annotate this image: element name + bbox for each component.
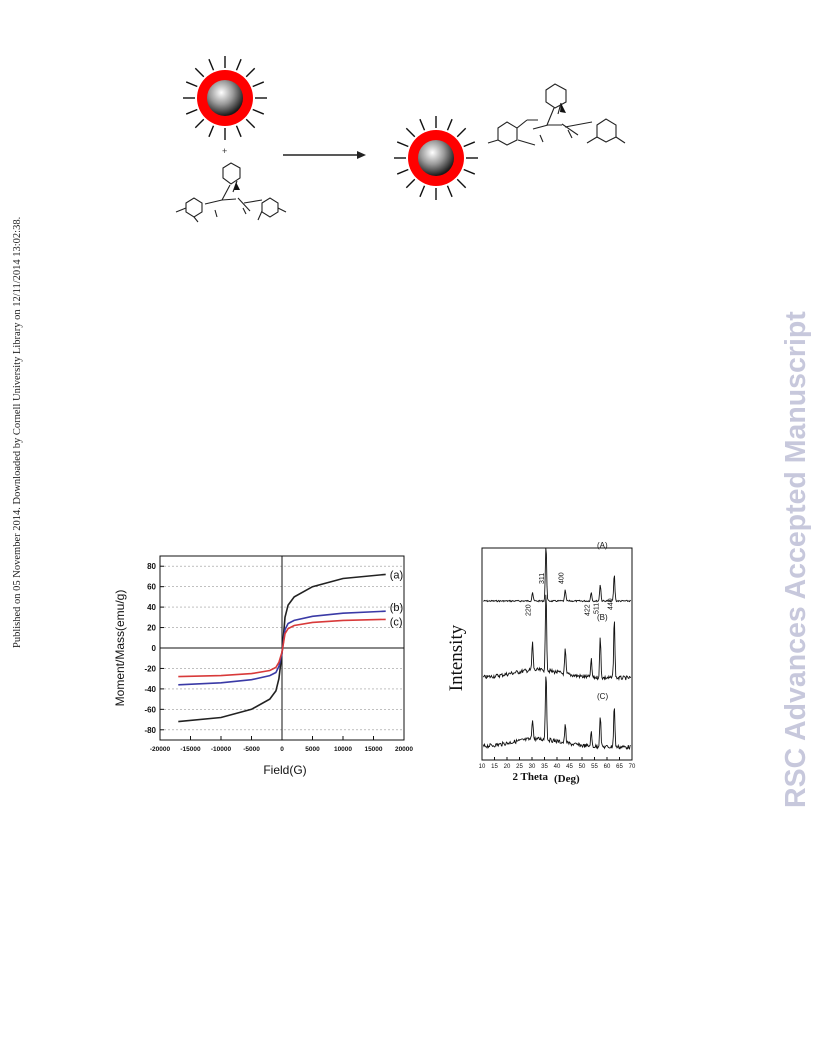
ligand-molecule bbox=[175, 162, 287, 223]
xrd-x-tick-label: 35 bbox=[541, 764, 548, 770]
xrd-chart: 10 15 20 25 30 35 40 45 50 55 60 65 70 (A) (B) (C) 220 3… bbox=[446, 541, 636, 785]
xrd-x-axis-unit: (Deg) bbox=[554, 773, 580, 785]
watermark-text: RSC Advances Accepted Manuscript bbox=[780, 311, 812, 808]
peak-index-label: 440 bbox=[607, 598, 614, 610]
ligand-spike bbox=[245, 67, 256, 78]
ligand-spike bbox=[245, 118, 256, 129]
x-tick-label: 5000 bbox=[305, 746, 320, 753]
ligand-spike bbox=[405, 127, 416, 138]
x-tick-label: 10000 bbox=[334, 746, 352, 753]
xrd-x-tick-label: 70 bbox=[629, 764, 636, 770]
y-tick-label: -40 bbox=[144, 685, 156, 694]
x-tick-label: 20000 bbox=[395, 746, 413, 753]
ligand-spike bbox=[185, 108, 198, 115]
ligand-spike bbox=[419, 185, 426, 198]
ligand-spike bbox=[185, 81, 198, 88]
y-tick-label: 60 bbox=[147, 583, 156, 592]
ligand-spike bbox=[456, 127, 467, 138]
xrd-x-tick-label: 45 bbox=[566, 764, 573, 770]
ligand-spike bbox=[456, 178, 467, 189]
y-tick-label: -60 bbox=[144, 705, 156, 714]
x-axis-label: Field(G) bbox=[263, 763, 306, 777]
series-label: (a) bbox=[390, 569, 403, 581]
xrd-pattern bbox=[482, 676, 631, 750]
xrd-x-tick-label: 60 bbox=[604, 764, 611, 770]
ligand-spike bbox=[463, 141, 476, 148]
xrd-x-tick-label: 20 bbox=[504, 764, 511, 770]
peak-index-label: 311 bbox=[539, 573, 546, 584]
x-tick-label: 0 bbox=[280, 746, 284, 753]
magnetic-core bbox=[418, 140, 454, 176]
ligand-spike bbox=[208, 58, 215, 71]
ligand-spike bbox=[446, 118, 453, 131]
ligand-spike bbox=[194, 67, 205, 78]
ligand-spike bbox=[235, 58, 242, 71]
ligand-spike bbox=[419, 118, 426, 131]
magnetization-chart: 80 60 40 20 0 -20 -40 -60 -80 -20000 -15000 -10000 -… bbox=[113, 555, 413, 777]
x-tick-label: -10000 bbox=[211, 746, 232, 753]
product-ligand-molecule bbox=[487, 83, 626, 146]
ligand-spike bbox=[252, 81, 265, 88]
ligand-spike bbox=[463, 168, 476, 175]
x-tick-label: -15000 bbox=[180, 746, 201, 753]
xrd-pattern bbox=[482, 594, 632, 682]
peak-index-label: 422 bbox=[584, 604, 591, 616]
xrd-y-axis-label: Intensity bbox=[446, 624, 467, 691]
stereo-wedge bbox=[560, 103, 566, 113]
series-label: (b) bbox=[390, 602, 403, 614]
reaction-arrow bbox=[283, 151, 366, 159]
xrd-x-tick-label: 65 bbox=[616, 764, 623, 770]
peak-index-label: 511 bbox=[593, 603, 600, 614]
nanoparticle-product bbox=[394, 116, 478, 200]
xrd-x-tick-label: 50 bbox=[579, 764, 586, 770]
ligand-spike bbox=[194, 118, 205, 129]
xrd-x-tick-label: 55 bbox=[591, 764, 598, 770]
xrd-x-tick-label: 10 bbox=[479, 764, 486, 770]
ligand-spike bbox=[235, 125, 242, 138]
download-notice-text: Published on 05 November 2014. Downloade… bbox=[12, 216, 23, 648]
y-tick-label: 40 bbox=[147, 603, 156, 612]
y-axis-label: Moment/Mass(emu/g) bbox=[113, 590, 127, 707]
peak-index-label: 400 bbox=[558, 572, 565, 584]
ligand-spike bbox=[396, 141, 409, 148]
xrd-series-label: (B) bbox=[597, 613, 608, 622]
x-tick-label: 15000 bbox=[364, 746, 382, 753]
nanoparticle-reactant bbox=[183, 56, 267, 140]
magnetic-core bbox=[207, 80, 243, 116]
stereo-wedge-reactant bbox=[234, 182, 240, 190]
plus-sign: + bbox=[222, 146, 227, 156]
xrd-series-label: (A) bbox=[597, 541, 608, 550]
y-tick-label: -80 bbox=[144, 726, 156, 735]
ligand-spike bbox=[208, 125, 215, 138]
ligand-spike bbox=[252, 108, 265, 115]
ligand-spike bbox=[446, 185, 453, 198]
xrd-x-tick-label: 30 bbox=[529, 764, 536, 770]
xrd-pattern bbox=[483, 547, 632, 603]
y-tick-label: 20 bbox=[147, 624, 156, 633]
ligand-spike bbox=[396, 168, 409, 175]
y-tick-label: -20 bbox=[144, 664, 156, 673]
series-label: (c) bbox=[390, 616, 403, 628]
xrd-frame bbox=[481, 547, 633, 761]
xrd-series-label: (C) bbox=[597, 692, 608, 701]
y-tick-label: 80 bbox=[147, 562, 156, 571]
magnetization-curve bbox=[178, 618, 386, 678]
peak-index-label: 220 bbox=[526, 604, 533, 616]
ligand-spike bbox=[405, 178, 416, 189]
xrd-x-axis-label: 2 Theta bbox=[512, 771, 548, 783]
xrd-x-tick-label: 15 bbox=[491, 764, 498, 770]
xrd-x-tick-label: 25 bbox=[516, 764, 523, 770]
xrd-x-tick-label: 40 bbox=[554, 764, 561, 770]
x-tick-label: -20000 bbox=[150, 746, 171, 753]
y-tick-label: 0 bbox=[152, 644, 157, 653]
reaction-scheme: + bbox=[175, 56, 626, 223]
x-tick-label: -5000 bbox=[243, 746, 260, 753]
